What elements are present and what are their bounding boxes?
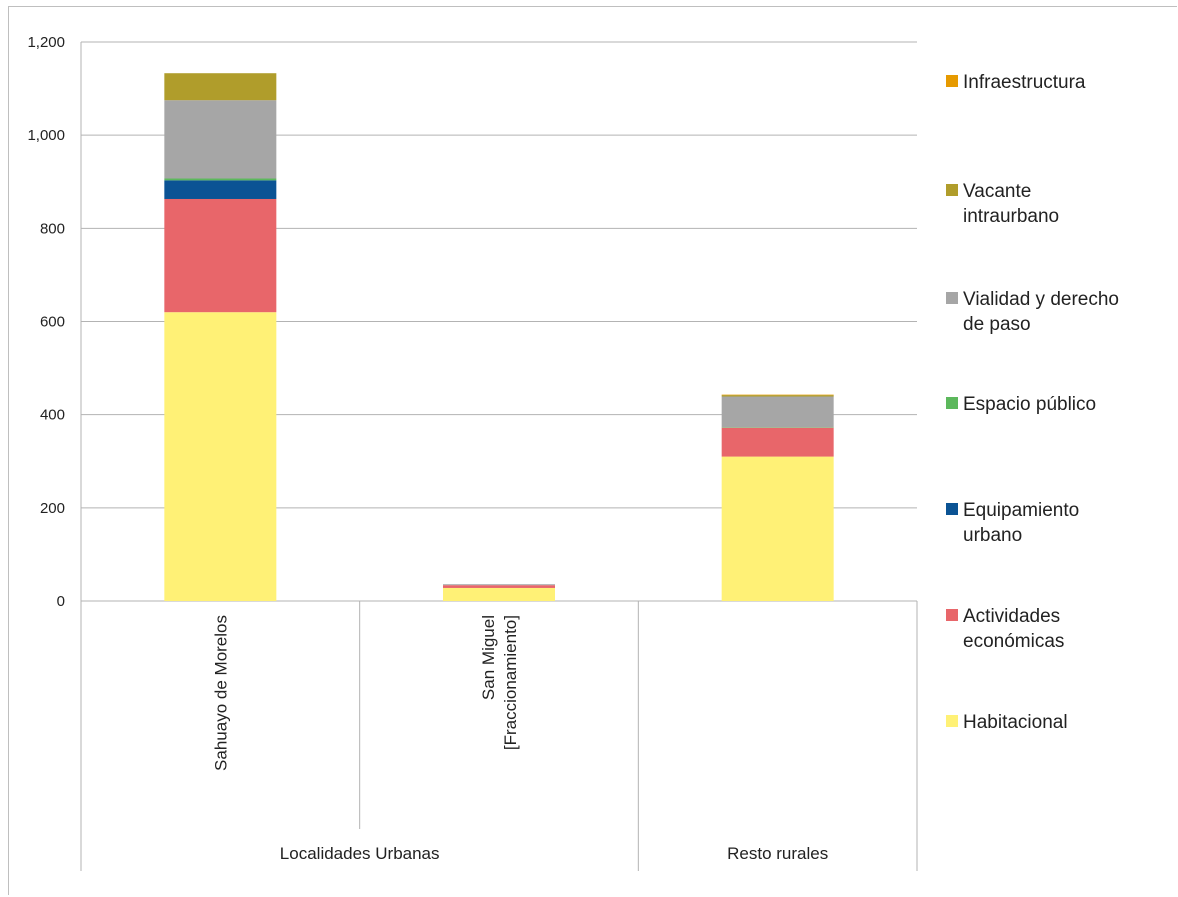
y-tick-label: 600 xyxy=(40,314,65,331)
bar-segment-infraestructura xyxy=(721,394,834,396)
bar-segment-actividades-econ-micas xyxy=(443,585,555,588)
y-tick-label: 200 xyxy=(40,500,65,517)
bar-segment-espacio-p-blico xyxy=(721,427,834,428)
bar-segment-vialidad-y-derecho-de-paso xyxy=(164,100,277,179)
chart-frame xyxy=(8,6,1177,895)
group-label: Localidades Urbanas xyxy=(280,844,440,863)
legend-label: Vacante intraurbano xyxy=(963,181,1059,227)
y-tick-label: 800 xyxy=(40,220,65,237)
legend-label: Infraestructura xyxy=(963,72,1086,93)
bar-segment-habitacional xyxy=(443,587,555,601)
legend-label: Actividades económicas xyxy=(963,606,1064,652)
bar-segment-vacante-intraurbano xyxy=(721,395,834,397)
legend-label: Habitacional xyxy=(963,712,1068,733)
category-label: San Miguel [Fraccionamiento] xyxy=(479,615,520,750)
y-tick-label: 0 xyxy=(57,593,65,610)
bar-segment-equipamiento-urbano xyxy=(164,180,277,199)
legend-swatch xyxy=(946,503,958,515)
y-tick-label: 1,200 xyxy=(27,34,65,51)
bar-segment-actividades-econ-micas xyxy=(164,198,277,313)
bar-segment-habitacional xyxy=(721,456,834,601)
y-tick-label: 1,000 xyxy=(27,127,65,144)
bar-segment-vialidad-y-derecho-de-paso xyxy=(443,584,555,586)
legend-swatch xyxy=(946,609,958,621)
legend-swatch xyxy=(946,397,958,409)
legend-label: Vialidad y derecho de paso xyxy=(963,289,1119,335)
legend-swatch xyxy=(946,184,958,196)
bar-segment-habitacional xyxy=(164,312,277,601)
legend-label: Equipamiento urbano xyxy=(963,500,1079,546)
category-label: Sahuayo de Morelos xyxy=(211,615,230,771)
y-tick-label: 400 xyxy=(40,407,65,424)
bar-segment-actividades-econ-micas xyxy=(721,427,834,457)
legend-swatch xyxy=(946,292,958,304)
bar-segment-espacio-p-blico xyxy=(164,178,277,181)
legend-label: Espacio público xyxy=(963,394,1096,415)
bar-segment-vacante-intraurbano xyxy=(164,73,277,101)
bar-segment-vialidad-y-derecho-de-paso xyxy=(721,396,834,428)
group-label: Resto rurales xyxy=(727,844,828,863)
legend-swatch xyxy=(946,75,958,87)
legend-swatch xyxy=(946,715,958,727)
